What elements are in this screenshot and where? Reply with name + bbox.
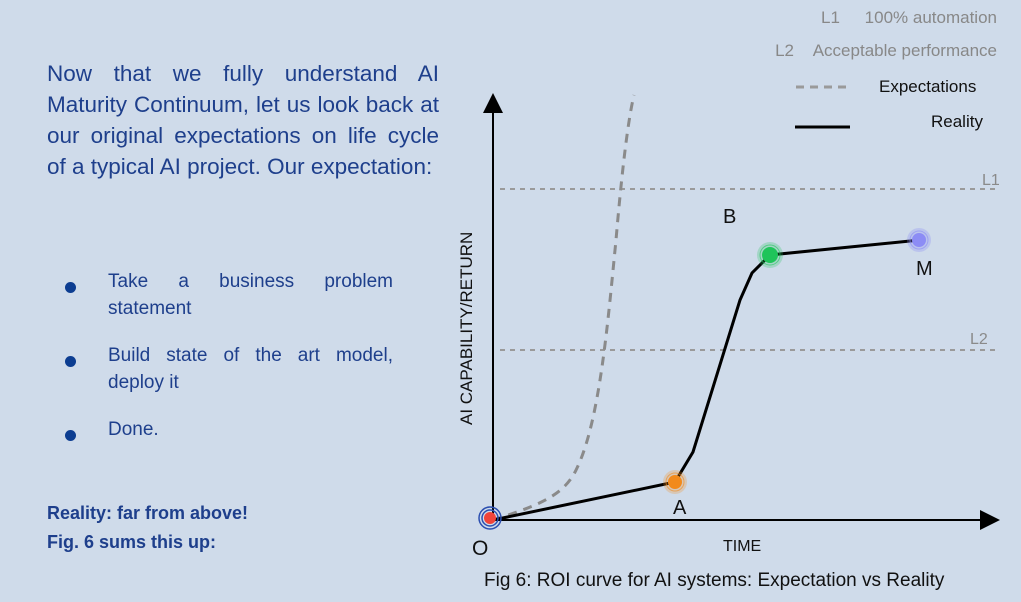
list-item: Take a business problem statement	[63, 268, 393, 322]
point-origin	[478, 506, 502, 530]
bullet-icon	[65, 430, 76, 441]
point-origin-label: O	[472, 537, 488, 560]
legend-l2-key: L2	[775, 41, 794, 60]
reality-curve	[492, 238, 921, 522]
bullet-icon	[65, 282, 76, 293]
legend-l1: L1 100% automation	[821, 8, 997, 28]
point-m	[907, 228, 931, 252]
point-a-label: A	[673, 497, 687, 519]
point-b	[757, 242, 783, 268]
list-item-text: Build state of the art model, deploy it	[108, 345, 393, 393]
level-l1-label: L1	[982, 172, 1000, 189]
reality-note: Reality: far from above! Fig. 6 sums thi…	[47, 499, 248, 557]
list-item-text: Done.	[108, 419, 159, 440]
legend-reality-label: Reality	[931, 112, 983, 131]
intro-paragraph: Now that we fully understand AI Maturity…	[47, 61, 439, 179]
figure-caption: Fig 6: ROI curve for AI systems: Expecta…	[484, 570, 945, 591]
bullet-icon	[65, 356, 76, 367]
list-item: Done.	[63, 416, 393, 443]
list-item: Build state of the art model, deploy it	[63, 342, 393, 396]
legend-expectations-label: Expectations	[879, 77, 977, 96]
point-m-label: M	[916, 258, 933, 280]
list-item-text: Take a business problem statement	[108, 271, 393, 319]
legend-l1-key: L1	[821, 8, 840, 27]
expectation-curve	[492, 94, 636, 522]
reality-line-2: Fig. 6 sums this up:	[47, 532, 217, 552]
point-a	[663, 470, 687, 494]
legend-l1-text: 100% automation	[864, 8, 997, 27]
reality-line-1: Reality: far from above!	[47, 503, 249, 523]
y-axis-label: AI CAPABILITY/RETURN	[457, 232, 476, 425]
level-l2-label: L2	[970, 331, 988, 348]
x-axis-label: TIME	[723, 538, 761, 555]
expectation-list: Take a business problem statement Build …	[63, 268, 393, 463]
legend-l2-text: Acceptable performance	[812, 41, 997, 60]
point-b-label: B	[723, 206, 736, 228]
legend-l2: L2 Acceptable performance	[775, 41, 997, 61]
